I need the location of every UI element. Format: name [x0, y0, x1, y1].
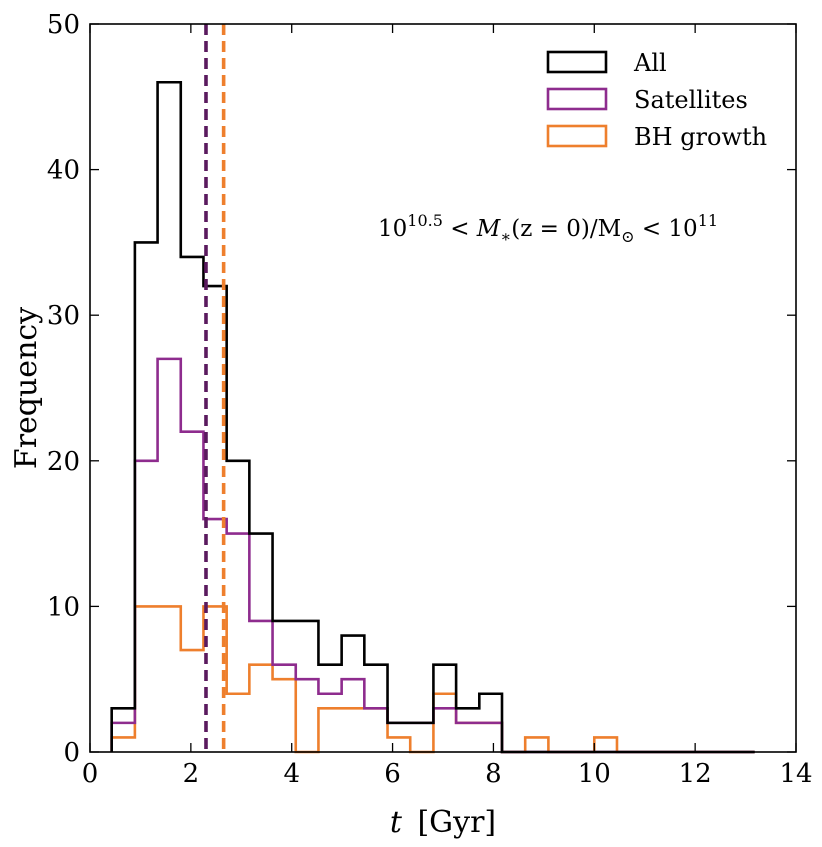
- y-axis-title: Frequency: [9, 307, 44, 469]
- legend-swatch-all: [546, 50, 608, 74]
- mass-range-annotation: 1010.5 < M∗(z = 0)/M⊙ < 1011: [378, 211, 718, 246]
- y-tick-label: 10: [47, 592, 80, 622]
- y-tick-label: 0: [63, 738, 80, 768]
- legend-label-satellites: Satellites: [634, 86, 748, 114]
- y-tick-label: 40: [47, 156, 80, 186]
- y-tick-label: 50: [47, 10, 80, 40]
- legend-swatch-bh-growth: [546, 124, 608, 148]
- x-tick-label: 0: [82, 759, 99, 789]
- legend-swatch-satellites: [546, 87, 608, 111]
- series-bh-growth-step: [110, 605, 755, 754]
- axis-ticks: 0 2 4 6 8 10 12 14 0 10 20 30 40 50: [47, 10, 813, 789]
- x-tick-label: 8: [485, 759, 502, 789]
- x-tick-label: 14: [779, 759, 812, 789]
- x-tick-label: 2: [183, 759, 200, 789]
- x-tick-label: 10: [578, 759, 611, 789]
- legend-label-all: All: [633, 49, 667, 77]
- x-axis-title: t [Gyr]: [390, 805, 496, 840]
- legend-label-bh-growth: BH growth: [634, 123, 767, 151]
- plot-frame: [89, 23, 797, 753]
- legend: All Satellites BH growth: [546, 49, 767, 151]
- y-tick-label: 30: [47, 301, 80, 331]
- x-tick-label: 12: [679, 759, 712, 789]
- x-tick-label: 4: [283, 759, 300, 789]
- median-lines: [204, 24, 226, 752]
- y-tick-label: 20: [47, 447, 80, 477]
- x-tick-label: 6: [384, 759, 401, 789]
